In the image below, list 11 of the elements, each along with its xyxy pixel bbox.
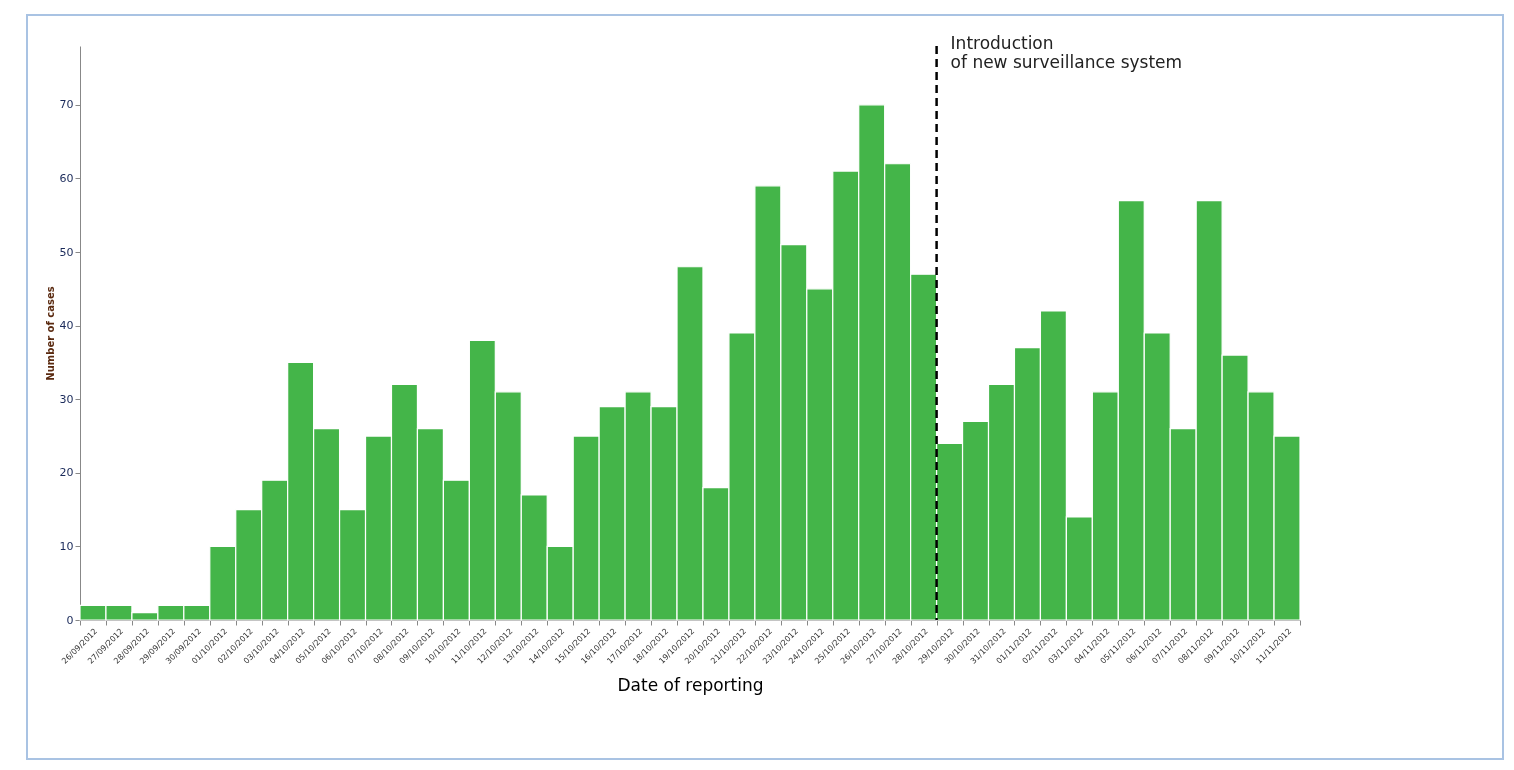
y-tick-label: 50 — [59, 245, 74, 259]
y-tick-label: 20 — [59, 466, 74, 480]
y-tick-label: 0 — [66, 613, 74, 627]
y-axis-title: Number of cases — [44, 286, 56, 381]
y-tick-label: 40 — [59, 319, 74, 333]
y-tick-label: 10 — [59, 539, 74, 553]
x-axis-title: Date of reporting — [617, 674, 764, 695]
y-tick-label: 30 — [59, 392, 74, 406]
y-tick-label: 70 — [59, 98, 74, 112]
y-tick-label: 60 — [59, 171, 74, 185]
ref-line-label: Introduction of new surveillance system — [950, 33, 1183, 72]
